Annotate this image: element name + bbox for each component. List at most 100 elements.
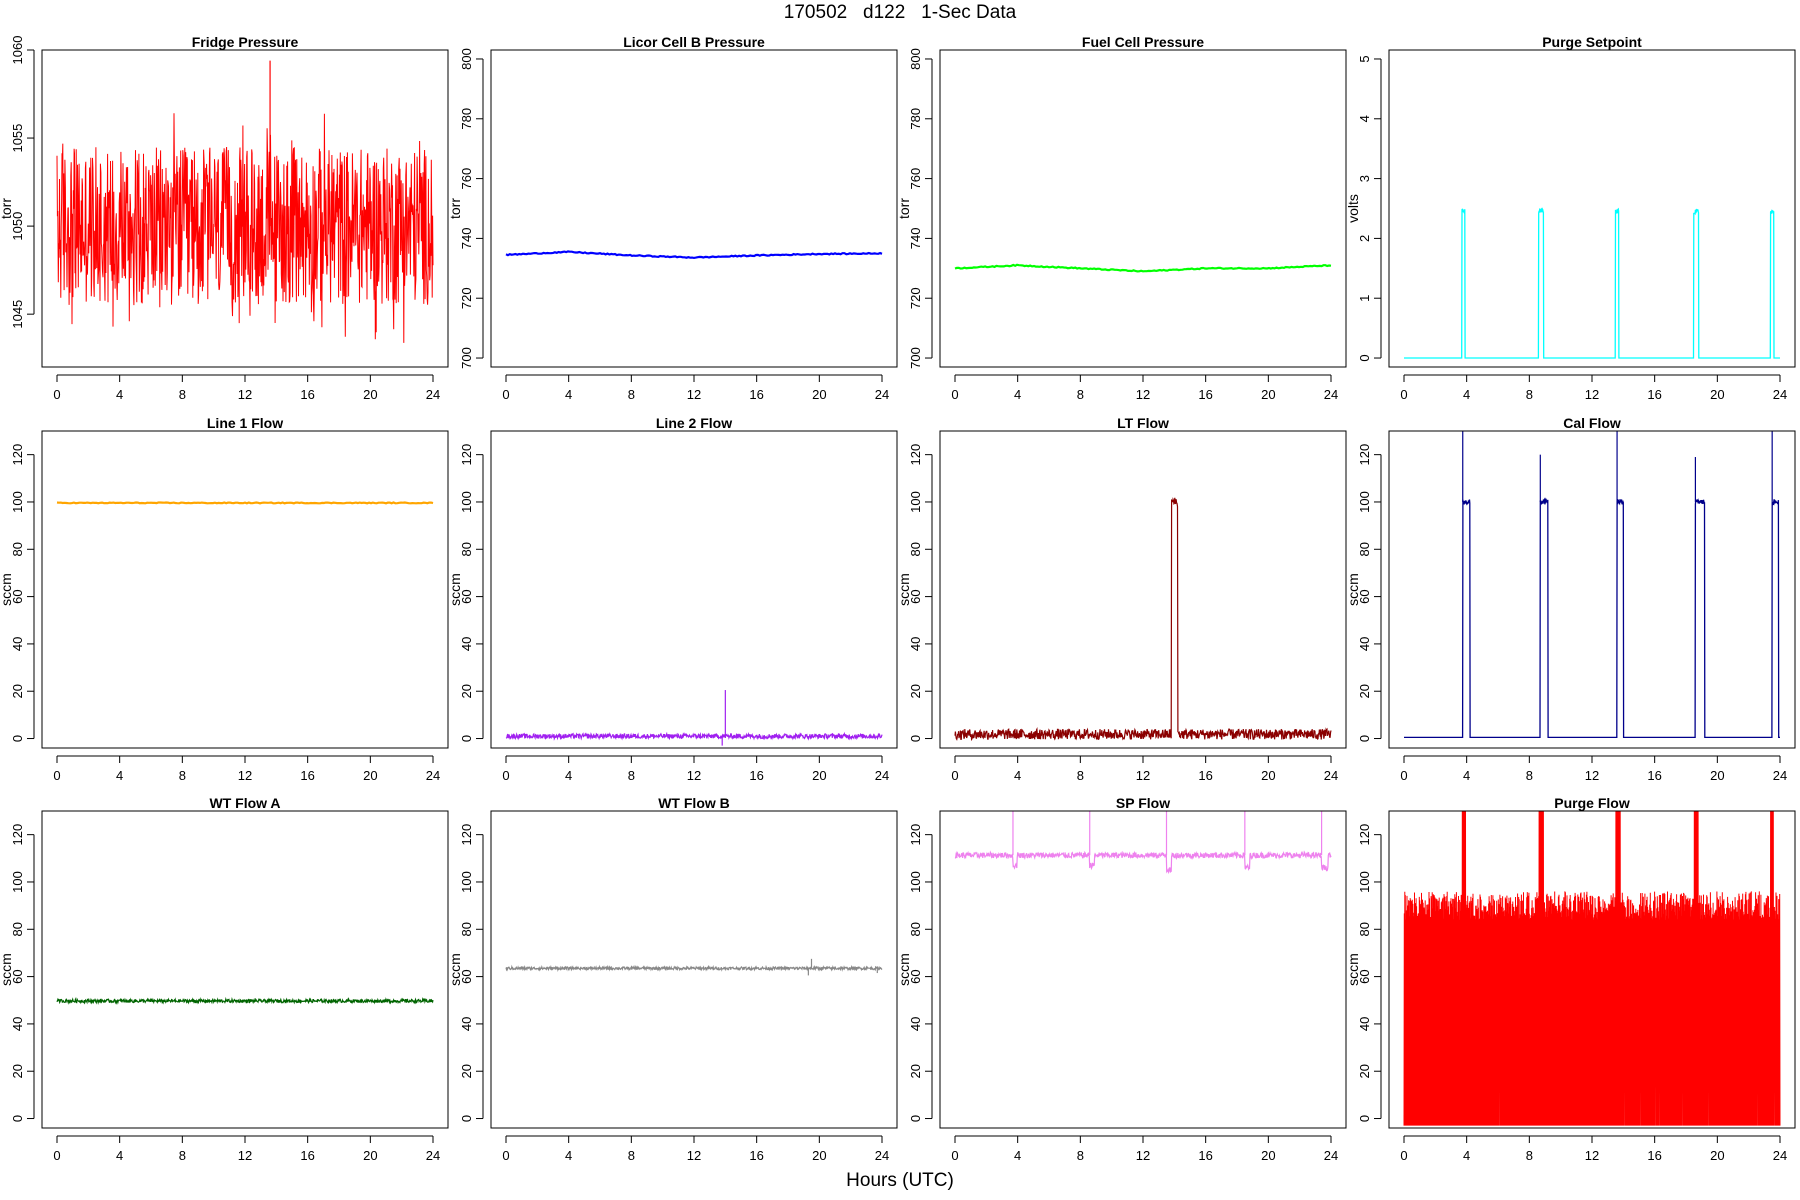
x-tick-label: 24 <box>426 1148 440 1163</box>
x-tick-label: 4 <box>116 768 123 783</box>
x-tick-label: 0 <box>1400 768 1407 783</box>
y-tick-label: 2 <box>1357 235 1372 242</box>
y-tick-label: 4 <box>1357 115 1372 122</box>
plot-frame <box>41 49 449 368</box>
y-tick-label: 120 <box>10 444 25 466</box>
x-tick-label: 8 <box>1077 387 1084 402</box>
y-axis-label: sccm <box>447 953 463 986</box>
x-axis-label: Hours (UTC) <box>846 1170 954 1191</box>
x-tick-label: 24 <box>1773 768 1787 783</box>
x-tick-label: 24 <box>1773 387 1787 402</box>
page-title: 170502 d122 1-Sec Data <box>783 2 1017 23</box>
chart-title: Line 1 Flow <box>207 415 283 431</box>
y-tick-label: 100 <box>1357 491 1372 513</box>
y-tick-label: 60 <box>459 589 474 603</box>
plot-area <box>954 811 1332 875</box>
chart-panel: Line 1 Flow 0 4 8 12 16 20 24 0 20 40 60 80 100 120 scc… <box>0 415 449 783</box>
x-tick-label: 8 <box>1077 768 1084 783</box>
chart-panel: Cal Flow 0 4 8 12 16 20 24 0 20 40 60 80 100 120 sccm <box>1345 415 1796 783</box>
y-tick-label: 800 <box>908 48 923 70</box>
plot-area <box>1404 431 1780 739</box>
y-tick-label: 1045 <box>10 300 25 329</box>
x-tick-label: 20 <box>363 387 377 402</box>
series-line <box>56 113 434 343</box>
y-tick-label: 100 <box>908 491 923 513</box>
x-tick-label: 20 <box>1710 768 1724 783</box>
y-tick-label: 1055 <box>10 124 25 153</box>
x-tick-label: 24 <box>1773 1148 1787 1163</box>
x-tick-label: 0 <box>502 768 509 783</box>
chart-panel: WT Flow A 0 4 8 12 16 20 24 0 20 40 60 80 100 120 sccm <box>0 795 449 1163</box>
chart-panel: Purge Flow 0 4 8 12 16 20 24 0 20 40 60 80 100 120 sccm <box>1345 795 1796 1163</box>
y-tick-label: 40 <box>459 1017 474 1031</box>
x-tick-label: 16 <box>1647 768 1661 783</box>
x-tick-label: 12 <box>238 768 252 783</box>
x-tick-label: 24 <box>875 387 889 402</box>
x-tick-label: 20 <box>1261 387 1275 402</box>
series-line <box>954 263 1332 273</box>
y-tick-label: 1050 <box>10 212 25 241</box>
x-tick-label: 4 <box>116 1148 123 1163</box>
y-tick-label: 0 <box>10 735 25 742</box>
x-tick-label: 16 <box>749 768 763 783</box>
x-tick-label: 8 <box>628 387 635 402</box>
y-tick-label: 20 <box>1357 684 1372 698</box>
plot-area <box>505 250 883 260</box>
y-axis-label: volts <box>1345 194 1361 223</box>
y-tick-label: 120 <box>10 824 25 846</box>
y-tick-label: 80 <box>10 922 25 936</box>
plot-frame <box>939 430 1347 749</box>
x-tick-label: 20 <box>1710 387 1724 402</box>
x-tick-label: 8 <box>179 387 186 402</box>
x-tick-label: 4 <box>565 387 572 402</box>
x-tick-label: 24 <box>1324 768 1338 783</box>
x-tick-label: 16 <box>300 768 314 783</box>
x-tick-label: 4 <box>1014 387 1021 402</box>
x-tick-label: 16 <box>1647 1148 1661 1163</box>
series-line <box>1404 207 1780 359</box>
x-tick-label: 12 <box>1136 387 1150 402</box>
series-line <box>954 497 1332 742</box>
y-tick-label: 60 <box>10 589 25 603</box>
y-tick-label: 800 <box>459 48 474 70</box>
y-tick-label: 100 <box>10 491 25 513</box>
plot-frame <box>1388 810 1796 1129</box>
chart-panel: LT Flow 0 4 8 12 16 20 24 0 20 40 60 80 100 120 sccm <box>896 415 1347 783</box>
chart-title: Fuel Cell Pressure <box>1082 34 1204 50</box>
x-tick-label: 20 <box>812 387 826 402</box>
y-tick-label: 40 <box>10 637 25 651</box>
y-tick-label: 80 <box>459 922 474 936</box>
y-tick-label: 80 <box>908 542 923 556</box>
y-axis-label: torr <box>896 198 912 219</box>
x-tick-label: 12 <box>1136 768 1150 783</box>
y-tick-label: 100 <box>908 871 923 893</box>
y-tick-label: 60 <box>908 589 923 603</box>
x-tick-label: 0 <box>951 768 958 783</box>
x-tick-label: 4 <box>565 1148 572 1163</box>
plot-frame <box>41 430 449 749</box>
y-tick-label: 0 <box>459 735 474 742</box>
y-tick-label: 20 <box>10 684 25 698</box>
chart-title: WT Flow B <box>658 795 730 811</box>
y-tick-label: 1060 <box>10 36 25 65</box>
x-tick-label: 16 <box>749 387 763 402</box>
chart-panel: Line 2 Flow 0 4 8 12 16 20 24 0 20 40 60 80 100 120 scc… <box>447 415 898 783</box>
y-tick-label: 60 <box>10 969 25 983</box>
series-line <box>505 964 883 972</box>
y-tick-label: 120 <box>1357 824 1372 846</box>
x-tick-label: 12 <box>1136 1148 1150 1163</box>
y-tick-label: 80 <box>10 542 25 556</box>
y-axis-label: sccm <box>896 573 912 606</box>
x-tick-label: 24 <box>426 768 440 783</box>
plot-frame <box>490 810 898 1129</box>
x-tick-label: 12 <box>238 1148 252 1163</box>
x-tick-label: 8 <box>1077 1148 1084 1163</box>
x-tick-label: 4 <box>1014 768 1021 783</box>
x-tick-label: 20 <box>363 768 377 783</box>
series-line <box>56 501 434 505</box>
y-tick-label: 80 <box>908 922 923 936</box>
series-line <box>505 250 883 260</box>
y-axis-label: sccm <box>896 953 912 986</box>
